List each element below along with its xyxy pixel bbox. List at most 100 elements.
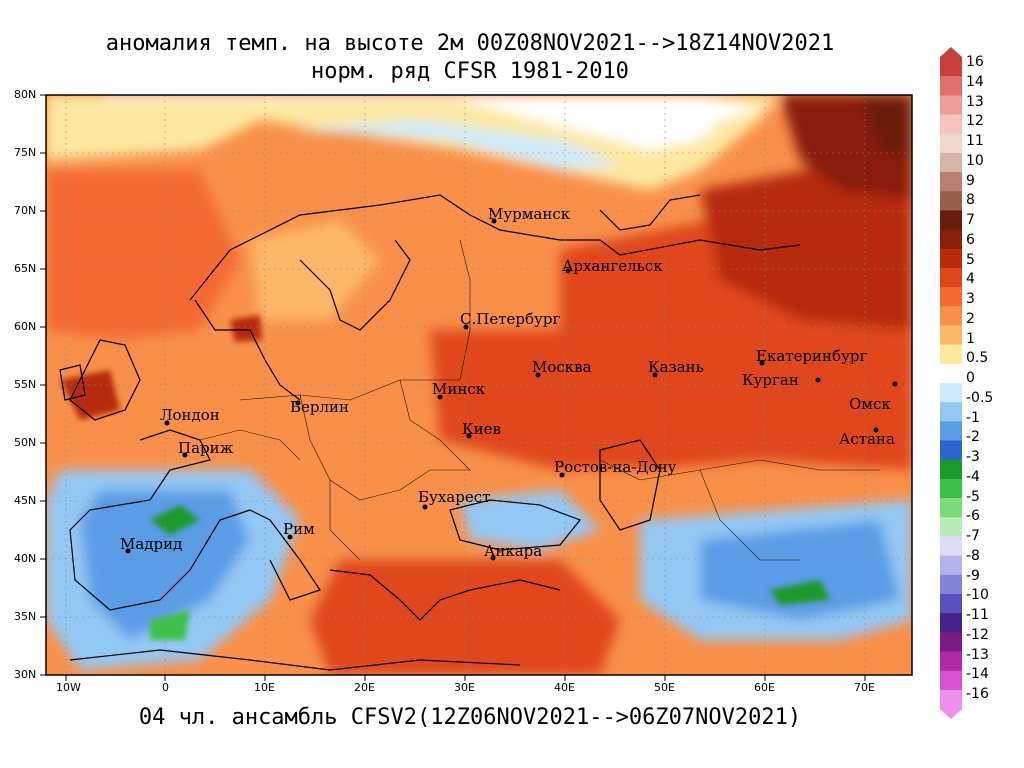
colorbar-tick-label: 14 [966, 73, 984, 90]
colorbar-swatch [940, 421, 962, 442]
lon-label-10e: 10E [254, 681, 275, 694]
colorbar-tick-label: 13 [966, 93, 984, 110]
colorbar-tick-label: 2 [966, 310, 975, 327]
colorbar-tick-label: 5 [966, 251, 975, 268]
city-label-madrid: Мадрид [120, 535, 182, 553]
city-label-astana: Астана [839, 430, 895, 448]
colorbar-swatch [940, 267, 962, 288]
colorbar-swatch [940, 287, 962, 307]
colorbar-tick-label: -10 [966, 587, 989, 604]
city-marker-madrid [125, 548, 131, 554]
colorbar-tick-label: 1 [966, 330, 975, 347]
lon-label-40e: 40E [554, 681, 575, 694]
colorbar-tick-label: -16 [966, 686, 989, 703]
city-marker-yekaterinburg [759, 360, 765, 366]
colorbar-tick-label: 9 [966, 172, 975, 189]
colorbar-swatch [940, 536, 962, 557]
colorbar-swatch [940, 478, 962, 499]
colorbar-tick-label: 3 [966, 291, 975, 308]
colorbar-swatch [940, 651, 962, 672]
colorbar-swatch [940, 172, 962, 192]
colorbar-swatch [940, 459, 962, 480]
colorbar-swatch [940, 248, 962, 269]
city-label-ankara: Анкара [484, 542, 542, 560]
colorbar-tick-label: -9 [966, 567, 980, 584]
lon-label-10w: 10W [56, 681, 81, 694]
city-marker-ankara [490, 555, 496, 561]
city-label-omsk: Омск [849, 395, 891, 413]
city-marker-minsk [437, 394, 443, 400]
colorbar-swatch [940, 517, 962, 537]
city-label-st-petersburg: С.Петербург [460, 310, 560, 328]
lon-label-50e: 50E [654, 681, 675, 694]
city-label-kyiv: Киев [462, 420, 501, 438]
map-subtitle: норм. ряд CFSR 1981-2010 [311, 59, 629, 84]
city-marker-bucharest [422, 504, 428, 510]
lat-label-65n: 65N [14, 262, 37, 275]
colorbar-swatch [940, 498, 962, 518]
lat-label-40n: 40N [14, 552, 37, 565]
colorbar-swatch [940, 593, 962, 614]
colorbar-tick-label: -5 [966, 488, 980, 505]
colorbar-tick-label: -6 [966, 508, 980, 525]
colorbar-swatch [940, 152, 962, 173]
lon-label-70e: 70E [854, 681, 875, 694]
colorbar [940, 47, 962, 719]
colorbar-tick-label: -13 [966, 646, 989, 663]
colorbar-tick-label: -7 [966, 528, 980, 545]
colorbar-tick-label: -1 [966, 409, 980, 426]
colorbar-bottom-arrow [940, 709, 962, 719]
colorbar-tick-label: 6 [966, 231, 975, 248]
colorbar-swatch [940, 670, 962, 691]
colorbar-swatch [940, 133, 962, 154]
city-label-moscow: Москва [532, 358, 592, 376]
city-label-arkhangelsk: Архангельск [562, 257, 663, 275]
gridlines [46, 95, 912, 675]
colorbar-tick-label: -14 [966, 666, 989, 683]
colorbar-tick-label: 11 [966, 133, 984, 150]
city-marker-rostov [559, 472, 565, 478]
map-title: аномалия темп. на высоте 2м 00Z08NOV2021… [105, 31, 835, 56]
colorbar-tick-label: 7 [966, 212, 975, 229]
city-marker-kazan [652, 372, 658, 378]
colorbar-tick-label: 4 [966, 271, 975, 288]
borders [199, 239, 880, 561]
colorbar-swatch [940, 402, 962, 422]
lat-label-70n: 70N [14, 204, 37, 217]
city-marker-omsk [892, 381, 898, 387]
lat-label-45n: 45N [14, 494, 37, 507]
city-label-rostov: Ростов-на-Дону [554, 458, 677, 476]
colorbar-tick-label: 0 [966, 370, 975, 387]
city-label-kurgan: Курган [742, 371, 799, 389]
coastlines [59, 194, 801, 671]
colorbar-swatch [940, 613, 962, 633]
colorbar-tick-label: -3 [966, 449, 980, 466]
city-label-paris: Париж [178, 439, 234, 457]
lon-label-20e: 20E [354, 681, 375, 694]
city-label-bucharest: Бухарест [418, 488, 490, 506]
colorbar-tick-label: -0.5 [966, 389, 994, 406]
city-marker-rome [287, 534, 293, 540]
city-label-minsk: Минск [432, 380, 486, 398]
colorbar-swatch [940, 632, 962, 652]
lon-label-60e: 60E [754, 681, 775, 694]
axis-ticks [40, 94, 866, 681]
colorbar-tick-label: -2 [966, 429, 980, 446]
city-label-london: Лондон [160, 406, 220, 424]
colorbar-swatch [940, 574, 962, 595]
city-marker-st-petersburg [463, 324, 469, 330]
colorbar-swatch [940, 440, 962, 461]
colorbar-tick-label: 12 [966, 113, 984, 130]
colorbar-swatch [940, 95, 962, 116]
colorbar-swatch [940, 325, 962, 346]
city-marker-murmansk [491, 218, 497, 224]
city-label-rome: Рим [283, 520, 315, 538]
city-marker-paris [182, 452, 188, 458]
colorbar-tick-label: 8 [966, 192, 975, 209]
colorbar-tick-label: 10 [966, 152, 984, 169]
city-label-kazan: Казань [648, 358, 704, 376]
city-marker-arkhangelsk [565, 268, 571, 274]
city-marker-berlin [295, 400, 301, 406]
colorbar-swatch [940, 306, 962, 326]
colorbar-swatch [940, 689, 962, 710]
